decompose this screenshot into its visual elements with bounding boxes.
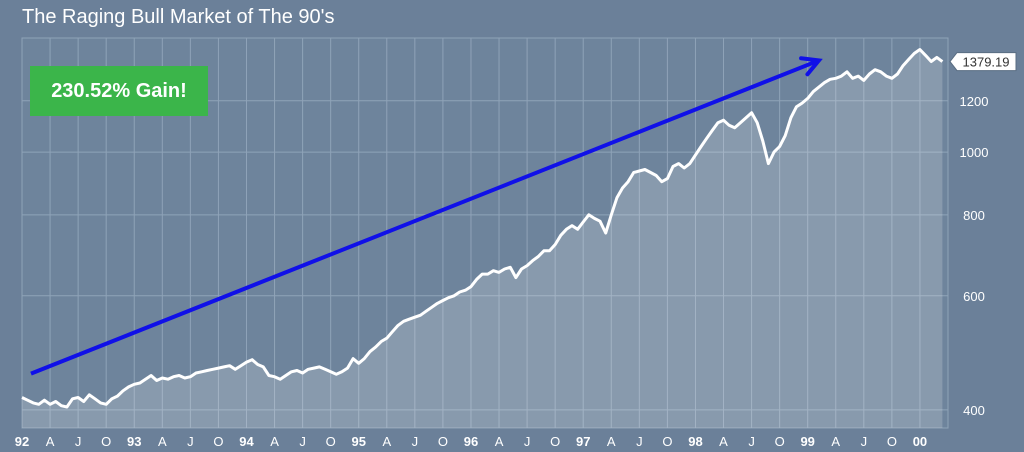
y-axis: 400 600 800 1000 1200 [960,94,989,418]
x-tick-label: A [270,434,279,449]
x-tick-label: A [158,434,167,449]
gain-arrow [30,56,823,376]
x-tick-label: O [101,434,111,449]
x-tick-label: O [213,434,223,449]
x-tick-label: A [46,434,55,449]
x-tick-label: J [187,434,194,449]
x-tick-label: 98 [688,434,702,449]
gain-arrow-shaft [30,58,820,376]
x-tick-label: 99 [800,434,814,449]
x-tick-label: J [299,434,306,449]
x-tick-label: J [412,434,419,449]
x-tick-label: J [524,434,531,449]
series-area [21,48,944,428]
x-tick-label: A [495,434,504,449]
gain-arrow-head [799,56,823,77]
x-tick-label: O [775,434,785,449]
last-value-label: 1379.19 [963,55,1010,70]
x-tick-label: O [662,434,672,449]
last-value-box [949,52,1017,72]
series-area-fill [22,49,943,428]
y-tick-label: 1000 [960,145,989,160]
y-tick-label: 600 [963,289,985,304]
y-tick-label: 800 [963,208,985,223]
x-tick-label: O [438,434,448,449]
x-tick-label: O [887,434,897,449]
last-value-callout: 1379.19 [949,52,1017,72]
x-tick-label: 00 [913,434,927,449]
x-tick-label: 94 [239,434,254,449]
x-tick-label: A [719,434,728,449]
x-tick-label: O [326,434,336,449]
x-tick-label: 95 [351,434,365,449]
x-tick-label: O [550,434,560,449]
x-tick-label: J [861,434,868,449]
x-tick-label: J [75,434,82,449]
y-tick-label: 1200 [960,94,989,109]
y-tick-label: 400 [963,403,985,418]
x-axis: 92 A J O 93 A J O 94 A J O 95 A J O 96 A J O 97 A J O 98 A J O 99 A J O… [15,434,927,449]
x-tick-label: 96 [464,434,478,449]
x-tick-label: J [636,434,643,449]
x-tick-label: 93 [127,434,141,449]
x-tick-label: A [382,434,391,449]
x-tick-label: 92 [15,434,29,449]
gain-annotation-badge: 230.52% Gain! [30,66,208,116]
x-tick-label: A [831,434,840,449]
x-tick-label: 97 [576,434,590,449]
x-tick-label: A [607,434,616,449]
chart-title: The Raging Bull Market of The 90's [22,6,335,28]
series-line [21,48,944,409]
x-tick-label: J [748,434,755,449]
